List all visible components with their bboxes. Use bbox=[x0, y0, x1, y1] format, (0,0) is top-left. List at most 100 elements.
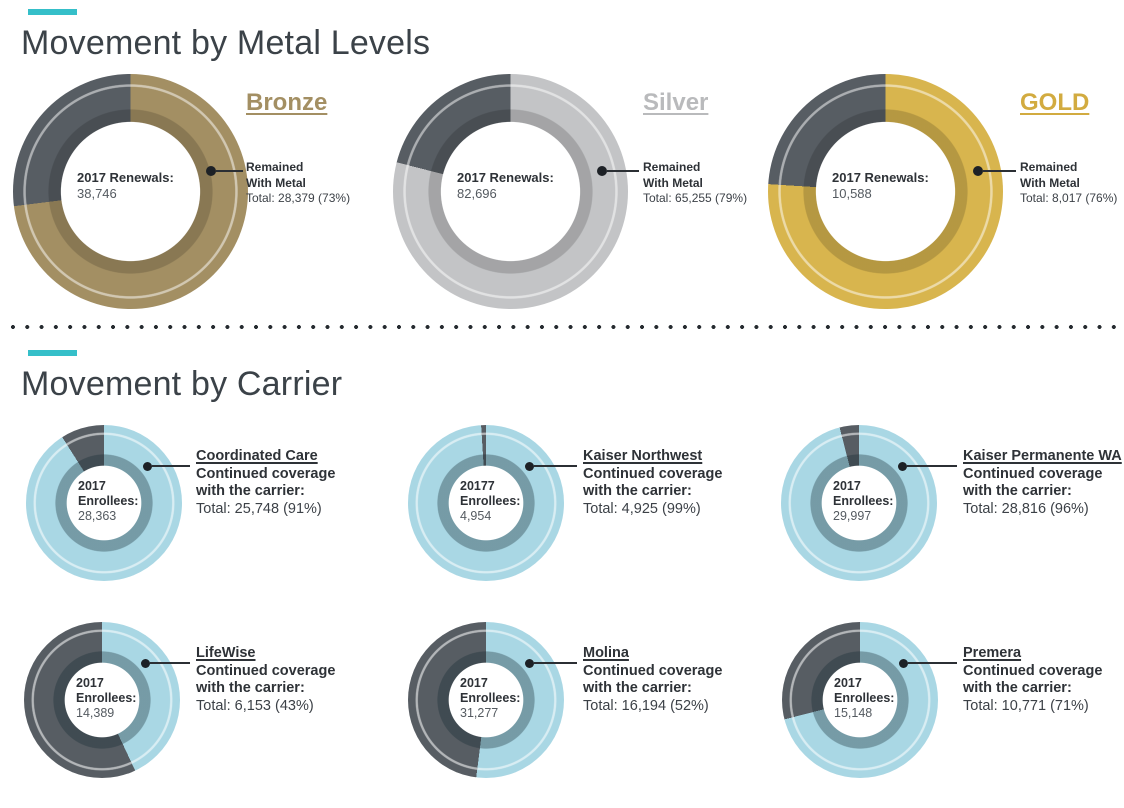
carrier-name: Coordinated Care bbox=[196, 448, 318, 464]
donut-center: 2017 Enrollees: 28,363 bbox=[78, 479, 138, 524]
callout-dot bbox=[206, 166, 216, 176]
donut-center: 2017 Enrollees: 15,148 bbox=[834, 676, 894, 721]
center-label: 2017 Renewals: bbox=[457, 170, 554, 185]
donut-chart-premera: 2017 Enrollees: 15,148 bbox=[782, 622, 938, 778]
center-value: 28,363 bbox=[78, 509, 117, 523]
callout-label: Remained bbox=[246, 160, 304, 174]
center-value: 29,997 bbox=[833, 509, 872, 523]
center-label: 20177 bbox=[460, 479, 495, 493]
callout-total: Total: 28,816 (96%) bbox=[963, 500, 1089, 517]
callout-line bbox=[534, 662, 577, 664]
callout-line bbox=[983, 170, 1016, 172]
callout-dot bbox=[597, 166, 607, 176]
section-title-metal: Movement by Metal Levels bbox=[21, 24, 431, 62]
center-value: 4,954 bbox=[460, 509, 492, 523]
center-label: Enrollees: bbox=[460, 494, 521, 508]
donut-center: 2017 Enrollees: 31,277 bbox=[460, 676, 520, 721]
center-value: 38,746 bbox=[77, 186, 117, 201]
callout-line bbox=[907, 465, 957, 467]
callout-label: Continued coverage bbox=[196, 465, 336, 482]
callout-label: With Metal bbox=[1020, 175, 1080, 190]
silver-side-labels: Silver Remained With Metal Total: 65,255… bbox=[643, 90, 803, 207]
donut-chart-coordinated-care: 2017 Enrollees: 28,363 bbox=[26, 425, 182, 581]
center-label: 2017 bbox=[833, 479, 861, 493]
callout-line bbox=[908, 662, 957, 664]
callout-dot bbox=[973, 166, 983, 176]
donut-center: 20177 Enrollees: 4,954 bbox=[460, 479, 520, 524]
carrier-side-labels: Kaiser Permanente WA Continued coverage … bbox=[963, 448, 1124, 518]
callout-text: Remained With Metal Total: 28,379 (73%) bbox=[246, 160, 406, 207]
callout-line bbox=[607, 170, 639, 172]
donut-center-gold: 2017 Renewals: 10,588 bbox=[832, 170, 929, 202]
callout-dot bbox=[141, 659, 150, 668]
callout-dot bbox=[525, 462, 534, 471]
callout-label: Continued coverage bbox=[963, 662, 1103, 679]
metal-label-silver: Silver bbox=[643, 89, 709, 116]
carrier-side-labels: LifeWise Continued coverage with the car… bbox=[196, 645, 374, 715]
carrier-name: Premera bbox=[963, 645, 1022, 661]
center-label: 2017 Renewals: bbox=[77, 170, 174, 185]
callout-label: with the carrier: bbox=[196, 483, 305, 499]
callout-line bbox=[152, 465, 190, 467]
donut-center: 2017 Enrollees: 14,389 bbox=[76, 676, 136, 721]
callout-label: with the carrier: bbox=[196, 680, 305, 696]
carrier-side-labels: Coordinated Care Continued coverage with… bbox=[196, 448, 374, 518]
callout-dot bbox=[525, 659, 534, 668]
callout-total: Total: 4,925 (99%) bbox=[583, 500, 701, 517]
callout-dot bbox=[143, 462, 152, 471]
callout-label: Continued coverage bbox=[963, 465, 1103, 482]
center-label: 2017 bbox=[834, 676, 862, 690]
callout-label: With Metal bbox=[246, 175, 306, 190]
callout-line bbox=[216, 170, 243, 172]
metal-label-gold: GOLD bbox=[1020, 89, 1090, 116]
section-title-carrier: Movement by Carrier bbox=[21, 365, 343, 403]
accent-bar-carrier bbox=[28, 350, 77, 356]
bronze-side-labels: Bronze Remained With Metal Total: 28,379… bbox=[246, 90, 406, 207]
donut-chart-molina: 2017 Enrollees: 31,277 bbox=[408, 622, 564, 778]
callout-label: with the carrier: bbox=[583, 680, 692, 696]
carrier-side-labels: Premera Continued coverage with the carr… bbox=[963, 645, 1124, 715]
callout-total: Total: 8,017 (76%) bbox=[1020, 191, 1118, 205]
callout-label: with the carrier: bbox=[583, 483, 692, 499]
gold-side-labels: GOLD Remained With Metal Total: 8,017 (7… bbox=[1020, 90, 1124, 207]
center-value: 82,696 bbox=[457, 186, 497, 201]
center-label: Enrollees: bbox=[78, 494, 139, 508]
callout-text: Remained With Metal Total: 65,255 (79%) bbox=[643, 160, 803, 207]
carrier-name: Kaiser Permanente WA bbox=[963, 448, 1122, 464]
center-value: 15,148 bbox=[834, 706, 873, 720]
carrier-name: Molina bbox=[583, 645, 629, 661]
donut-center: 2017 Enrollees: 29,997 bbox=[833, 479, 893, 524]
callout-label: Continued coverage bbox=[583, 465, 723, 482]
metal-label-bronze: Bronze bbox=[246, 89, 328, 116]
carrier-side-labels: Molina Continued coverage with the carri… bbox=[583, 645, 761, 715]
callout-label: with the carrier: bbox=[963, 680, 1072, 696]
callout-total: Total: 25,748 (91%) bbox=[196, 500, 322, 517]
carrier-name: LifeWise bbox=[196, 645, 256, 661]
center-value: 10,588 bbox=[832, 186, 872, 201]
center-label: 2017 bbox=[76, 676, 104, 690]
donut-chart-bronze: 2017 Renewals: 38,746 bbox=[13, 74, 248, 309]
callout-total: Total: 10,771 (71%) bbox=[963, 697, 1089, 714]
center-label: Enrollees: bbox=[460, 691, 521, 705]
donut-chart-lifewise: 2017 Enrollees: 14,389 bbox=[24, 622, 180, 778]
callout-text: Remained With Metal Total: 8,017 (76%) bbox=[1020, 160, 1124, 207]
carrier-side-labels: Kaiser Northwest Continued coverage with… bbox=[583, 448, 761, 518]
donut-chart-kaiser-northwest: 20177 Enrollees: 4,954 bbox=[408, 425, 564, 581]
center-label: 2017 Renewals: bbox=[832, 170, 929, 185]
carrier-name: Kaiser Northwest bbox=[583, 448, 703, 464]
callout-total: Total: 16,194 (52%) bbox=[583, 697, 709, 714]
donut-chart-gold: 2017 Renewals: 10,588 bbox=[768, 74, 1003, 309]
callout-label: Remained bbox=[1020, 160, 1078, 174]
callout-label: Remained bbox=[643, 160, 701, 174]
donut-chart-silver: 2017 Renewals: 82,696 bbox=[393, 74, 628, 309]
center-label: Enrollees: bbox=[833, 494, 894, 508]
accent-bar-metal bbox=[28, 9, 77, 15]
callout-label: with the carrier: bbox=[963, 483, 1072, 499]
donut-center-silver: 2017 Renewals: 82,696 bbox=[457, 170, 554, 202]
center-label: 2017 bbox=[78, 479, 106, 493]
callout-line bbox=[150, 662, 190, 664]
center-label: Enrollees: bbox=[834, 691, 895, 705]
callout-label: With Metal bbox=[643, 175, 703, 190]
dotted-separator bbox=[10, 324, 1122, 330]
